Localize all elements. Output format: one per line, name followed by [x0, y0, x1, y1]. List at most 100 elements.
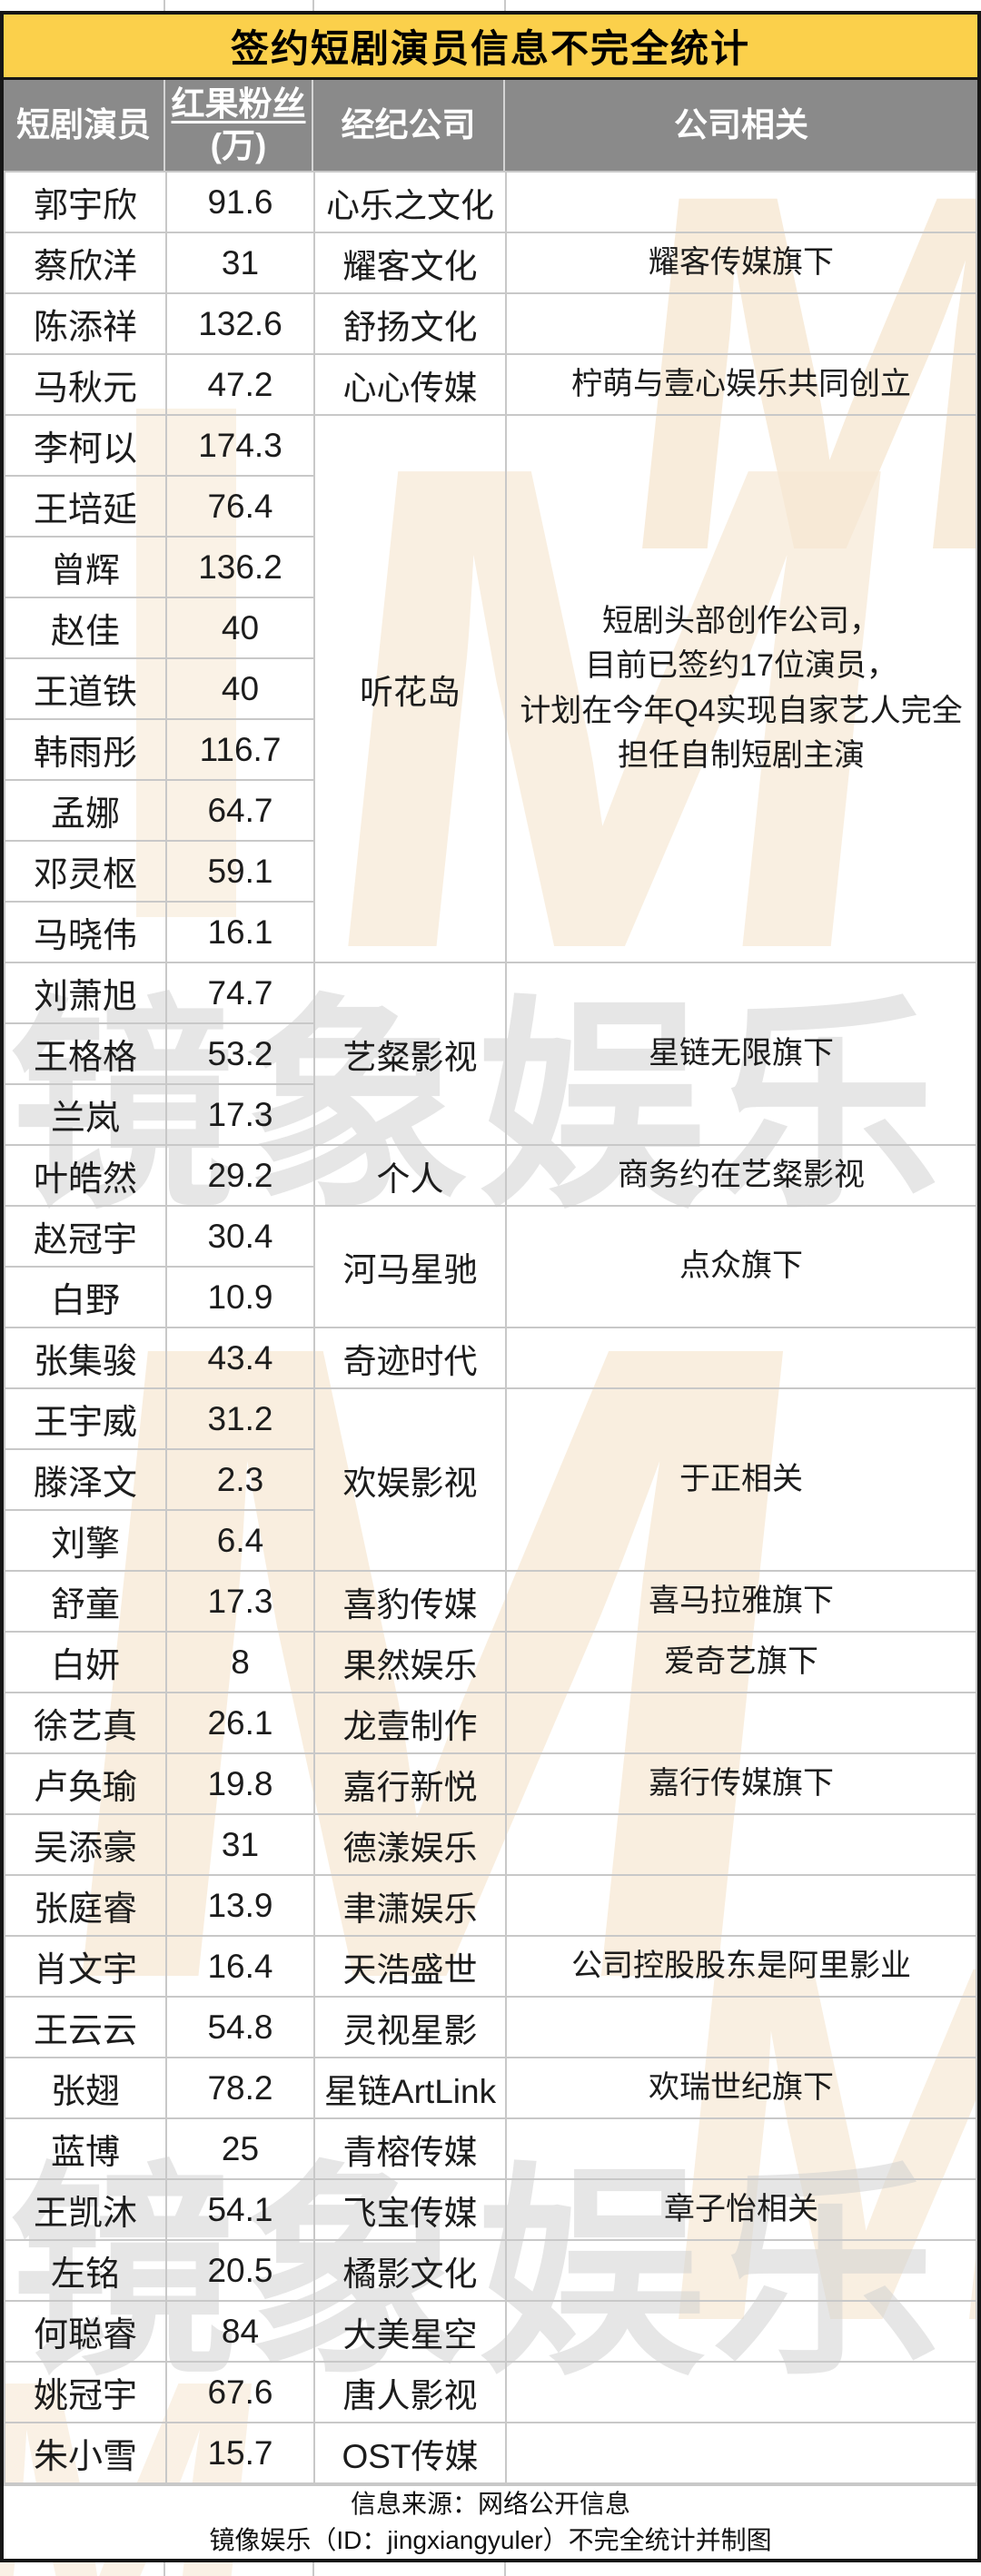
note-cell: 耀客传媒旗下 [505, 232, 977, 294]
grid-line [312, 2562, 314, 2576]
fans-cell: 136.2 [165, 536, 315, 598]
note-cell [505, 1327, 977, 1389]
fans-cell: 31.2 [165, 1387, 315, 1450]
fans-cell: 67.6 [165, 2361, 315, 2423]
actor-cell: 李柯以 [4, 414, 167, 477]
agency-cell: 天浩盛世 [313, 1935, 507, 1998]
table-row: 徐艺真 26.1 龙壹制作 [4, 1692, 977, 1754]
note-cell: 于正相关 [505, 1387, 977, 1572]
agency-cell: 果然娱乐 [313, 1631, 507, 1693]
actor-cell: 舒童 [4, 1570, 167, 1633]
fans-cell: 31 [165, 1813, 315, 1876]
actor-cell: 邓灵枢 [4, 840, 167, 903]
fans-cell: 47.2 [165, 353, 315, 416]
actor-cell: 王宇威 [4, 1387, 167, 1450]
note-cell [505, 1996, 977, 2058]
note-cell [505, 2361, 977, 2423]
actor-cell: 兰岚 [4, 1083, 167, 1146]
fans-cell: 132.6 [165, 292, 315, 355]
header-actor: 短剧演员 [4, 80, 165, 171]
footer-credit-line: 镜像娱乐（ID：jingxiangyuler）不完全统计并制图 [209, 2526, 772, 2554]
note-cell: 短剧头部创作公司， 目前已签约17位演员， 计划在今年Q4实现自家艺人完全 担任… [505, 414, 977, 963]
note-cell: 点众旗下 [505, 1205, 977, 1328]
actor-cell: 马晓伟 [4, 901, 167, 963]
grid-line [164, 2562, 165, 2576]
note-cell [505, 2239, 977, 2302]
note-cell: 爱奇艺旗下 [505, 1631, 977, 1693]
note-cell [505, 1692, 977, 1754]
fans-cell: 31 [165, 232, 315, 294]
fans-cell: 64.7 [165, 779, 315, 842]
fans-cell: 16.1 [165, 901, 315, 963]
note-cell: 章子怡相关 [505, 2178, 977, 2241]
table-row: 蓝博 25 青榕传媒 [4, 2117, 977, 2180]
table-row: 何聪睿 84 大美星空 [4, 2300, 977, 2363]
note-cell: 喜马拉雅旗下 [505, 1570, 977, 1633]
actor-cell: 何聪睿 [4, 2300, 167, 2363]
actor-cell: 左铭 [4, 2239, 167, 2302]
agency-cell: 橘影文化 [313, 2239, 507, 2302]
table-row: 卢奂瑜 19.8 嘉行新悦 嘉行传媒旗下 [4, 1752, 977, 1815]
actor-cell: 张集骏 [4, 1327, 167, 1389]
actor-cell: 叶皓然 [4, 1144, 167, 1207]
fans-cell: 15.7 [165, 2422, 315, 2484]
table-row: 张翅 78.2 星链ArtLink 欢瑞世纪旗下 [4, 2057, 977, 2119]
table-row: 肖文宇 16.4 天浩盛世 公司控股股东是阿里影业 [4, 1935, 977, 1998]
note-cell: 欢瑞世纪旗下 [505, 2057, 977, 2119]
actor-cell: 赵佳 [4, 597, 167, 659]
note-cell: 嘉行传媒旗下 [505, 1752, 977, 1815]
actor-cell: 陈添祥 [4, 292, 167, 355]
table-footer: 信息来源：网络公开信息 镜像娱乐（ID：jingxiangyuler）不完全统计… [4, 2484, 977, 2559]
table-row: 左铭 20.5 橘影文化 [4, 2239, 977, 2302]
table-row: 马秋元 47.2 心心传媒 柠萌与壹心娱乐共同创立 [4, 353, 977, 416]
agency-cell: 奇迹时代 [313, 1327, 507, 1389]
actor-cell: 曾辉 [4, 536, 167, 598]
actor-cell: 卢奂瑜 [4, 1752, 167, 1815]
fans-cell: 76.4 [165, 475, 315, 538]
actor-cell: 王格格 [4, 1022, 167, 1085]
table-row: 白妍 8 果然娱乐 爱奇艺旗下 [4, 1631, 977, 1693]
header-note: 公司相关 [674, 105, 808, 143]
note-cell [505, 2300, 977, 2363]
fans-cell: 174.3 [165, 414, 315, 477]
agency-cell: 聿潇娱乐 [313, 1874, 507, 1937]
fans-cell: 91.6 [165, 171, 315, 233]
agency-cell: 欢娱影视 [313, 1387, 507, 1572]
actor-cell: 赵冠宇 [4, 1205, 167, 1268]
fans-cell: 25 [165, 2117, 315, 2180]
actor-cell: 王培延 [4, 475, 167, 538]
table-row: 赵冠宇 30.4 河马星驰 点众旗下 [4, 1205, 977, 1328]
agency-cell: OST传媒 [313, 2422, 507, 2484]
fans-cell: 78.2 [165, 2057, 315, 2119]
actor-cell: 朱小雪 [4, 2422, 167, 2484]
agency-cell: 飞宝传媒 [313, 2178, 507, 2241]
actor-cell: 马秋元 [4, 353, 167, 416]
fans-cell: 116.7 [165, 718, 315, 781]
agency-cell: 个人 [313, 1144, 507, 1207]
agency-cell: 青榕传媒 [313, 2117, 507, 2180]
table-row: 王格格 53.2 [4, 1022, 976, 1085]
fans-cell: 40 [165, 657, 315, 720]
agency-cell: 河马星驰 [313, 1205, 507, 1328]
table-row: 刘擎 6.4 [4, 1509, 976, 1572]
fans-cell: 13.9 [165, 1874, 315, 1937]
fans-cell: 8 [165, 1631, 315, 1693]
bottom-grid-strip [0, 2562, 981, 2576]
grid-line [504, 2562, 506, 2576]
note-cell [505, 292, 977, 355]
table-row: 王宇威 31.2 欢娱影视 于正相关 [4, 1387, 977, 1572]
fans-cell: 43.4 [165, 1327, 315, 1389]
agency-cell: 听花岛 [313, 414, 507, 963]
top-grid-strip [0, 0, 981, 11]
table-row: 舒童 17.3 喜豹传媒 喜马拉雅旗下 [4, 1570, 977, 1633]
note-cell: 商务约在艺粲影视 [505, 1144, 977, 1207]
fans-cell: 74.7 [165, 962, 315, 1024]
agency-cell: 舒扬文化 [313, 292, 507, 355]
actor-cell: 王凯沐 [4, 2178, 167, 2241]
fans-cell: 10.9 [165, 1266, 315, 1328]
agency-cell: 心心传媒 [313, 353, 507, 416]
fans-cell: 59.1 [165, 840, 315, 903]
page-title: 签约短剧演员信息不完全统计 [4, 15, 977, 80]
header-row: 短剧演员 红果粉丝 (万) 经纪公司 公司相关 [4, 80, 977, 171]
fans-cell: 53.2 [165, 1022, 315, 1085]
